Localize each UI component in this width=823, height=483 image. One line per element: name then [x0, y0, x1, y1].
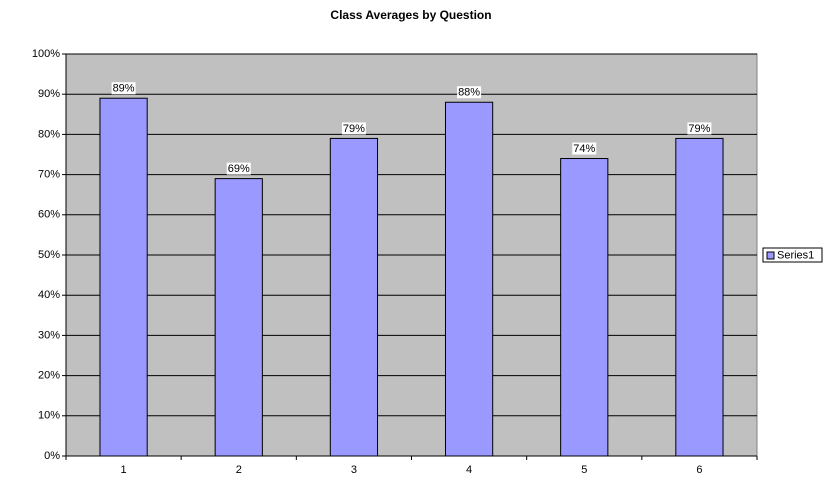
- bar: [214, 178, 263, 457]
- x-tick-label: 3: [351, 464, 357, 476]
- data-label-bg: [111, 82, 136, 95]
- bar: [675, 137, 724, 457]
- x-tick-label: 5: [581, 464, 587, 476]
- data-label-bg: [572, 142, 597, 155]
- data-label: 79%: [343, 123, 365, 135]
- bar: [99, 97, 148, 457]
- bar: [444, 101, 494, 457]
- data-label: 79%: [688, 123, 710, 135]
- y-tick-label: 30%: [38, 329, 60, 341]
- y-tick-label: 60%: [38, 209, 60, 221]
- data-label: 89%: [113, 83, 135, 95]
- data-label: 69%: [228, 163, 250, 175]
- data-label-bg: [687, 122, 712, 135]
- y-tick-label: 100%: [32, 48, 60, 60]
- x-tick-label: 2: [236, 464, 242, 476]
- x-tick-label: 6: [696, 464, 702, 476]
- x-tick-label: 4: [466, 464, 472, 476]
- legend-label: Series1: [777, 249, 814, 261]
- legend-swatch: [766, 251, 775, 260]
- chart-title: Class Averages by Question: [330, 8, 491, 22]
- data-label-bg: [226, 162, 251, 175]
- data-label: 74%: [573, 143, 595, 155]
- y-tick-label: 10%: [38, 410, 60, 422]
- y-tick-label: 90%: [38, 88, 60, 100]
- y-tick-label: 20%: [38, 370, 60, 382]
- legend-box: [762, 247, 823, 263]
- bar: [560, 158, 609, 457]
- y-tick-label: 70%: [38, 169, 60, 181]
- data-label-bg: [341, 122, 366, 135]
- y-tick-label: 40%: [38, 289, 60, 301]
- y-tick-label: 0%: [44, 450, 60, 462]
- y-tick-label: 50%: [38, 249, 60, 261]
- data-label-bg: [457, 86, 482, 99]
- data-label: 88%: [458, 87, 480, 99]
- y-tick-label: 80%: [38, 128, 60, 140]
- bar: [329, 137, 379, 457]
- x-tick-label: 1: [121, 464, 127, 476]
